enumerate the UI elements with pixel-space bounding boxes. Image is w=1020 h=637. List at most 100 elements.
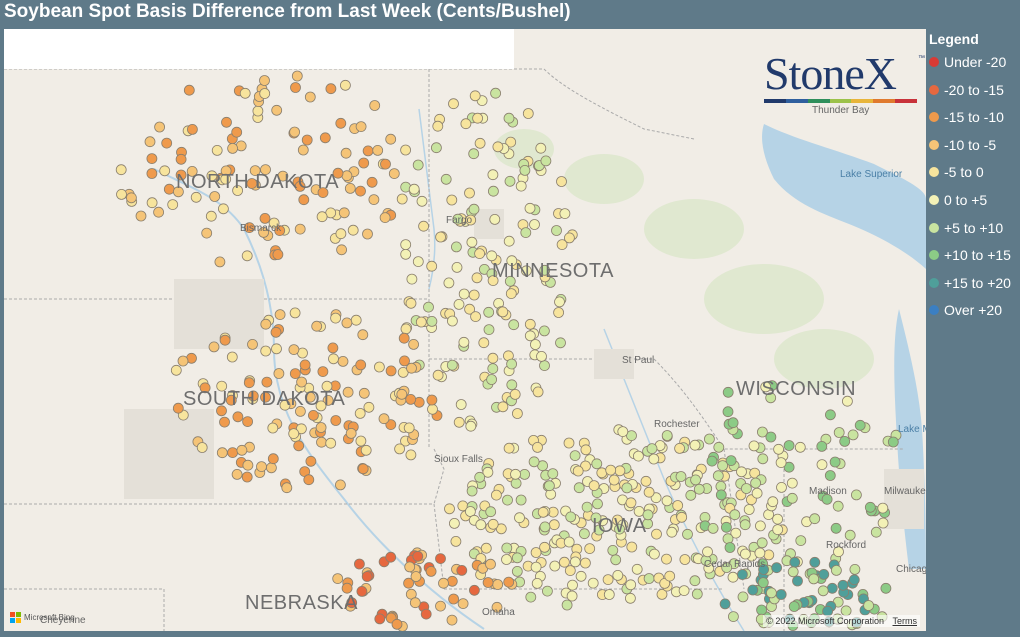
basis-point[interactable]	[206, 170, 218, 182]
basis-point[interactable]	[372, 145, 384, 156]
basis-point[interactable]	[690, 474, 701, 486]
basis-point[interactable]	[607, 545, 619, 556]
basis-point[interactable]	[788, 601, 800, 612]
basis-point[interactable]	[448, 517, 460, 529]
basis-point[interactable]	[126, 192, 137, 204]
basis-point[interactable]	[219, 334, 231, 346]
basis-point[interactable]	[524, 202, 536, 214]
basis-point[interactable]	[755, 520, 766, 532]
basis-point[interactable]	[487, 518, 499, 530]
basis-point[interactable]	[478, 337, 490, 349]
basis-point[interactable]	[614, 523, 625, 535]
basis-point[interactable]	[153, 206, 165, 218]
basis-point[interactable]	[757, 577, 769, 588]
basis-point[interactable]	[847, 429, 859, 441]
basis-point[interactable]	[216, 380, 228, 392]
basis-point[interactable]	[643, 573, 655, 584]
basis-point[interactable]	[408, 338, 420, 350]
basis-point[interactable]	[231, 468, 243, 480]
basis-point[interactable]	[602, 574, 614, 585]
basis-point[interactable]	[405, 449, 417, 461]
basis-point[interactable]	[289, 368, 301, 380]
basis-point[interactable]	[430, 142, 442, 154]
basis-point[interactable]	[294, 223, 306, 235]
basis-point[interactable]	[368, 194, 380, 206]
basis-point[interactable]	[379, 212, 391, 224]
basis-point[interactable]	[341, 170, 353, 182]
basis-point[interactable]	[556, 239, 568, 251]
basis-point[interactable]	[289, 126, 301, 138]
basis-point[interactable]	[617, 426, 629, 438]
basis-point[interactable]	[581, 501, 593, 513]
basis-point[interactable]	[271, 343, 282, 355]
basis-point[interactable]	[551, 225, 562, 236]
basis-point[interactable]	[789, 556, 801, 568]
basis-point[interactable]	[391, 618, 403, 630]
basis-point[interactable]	[175, 153, 187, 165]
basis-point[interactable]	[241, 250, 253, 262]
basis-point[interactable]	[325, 83, 337, 95]
basis-point[interactable]	[661, 495, 673, 507]
basis-point[interactable]	[220, 173, 232, 185]
basis-point[interactable]	[689, 439, 701, 451]
basis-point[interactable]	[826, 582, 838, 594]
basis-point[interactable]	[396, 388, 408, 400]
basis-point[interactable]	[729, 509, 741, 521]
basis-point[interactable]	[475, 519, 487, 531]
basis-point[interactable]	[564, 232, 575, 244]
basis-point[interactable]	[342, 386, 354, 398]
basis-point[interactable]	[727, 417, 739, 429]
basis-point[interactable]	[503, 112, 515, 124]
basis-point[interactable]	[277, 170, 289, 182]
basis-point[interactable]	[247, 338, 258, 350]
basis-point[interactable]	[274, 309, 286, 321]
basis-point[interactable]	[506, 358, 518, 370]
basis-point[interactable]	[260, 345, 272, 357]
basis-point[interactable]	[596, 467, 608, 479]
basis-point[interactable]	[766, 587, 777, 599]
basis-point[interactable]	[487, 363, 499, 375]
basis-point[interactable]	[299, 359, 311, 371]
basis-point[interactable]	[405, 393, 417, 405]
basis-point[interactable]	[243, 222, 255, 234]
basis-point[interactable]	[756, 537, 768, 549]
basis-point[interactable]	[330, 415, 342, 426]
basis-point[interactable]	[661, 553, 672, 565]
basis-point[interactable]	[482, 466, 494, 478]
basis-point[interactable]	[231, 126, 243, 138]
basis-point[interactable]	[854, 419, 866, 431]
basis-point[interactable]	[241, 471, 253, 483]
basis-point[interactable]	[851, 489, 862, 501]
basis-point[interactable]	[757, 453, 769, 465]
basis-point[interactable]	[505, 136, 517, 148]
basis-point[interactable]	[406, 273, 418, 285]
basis-point[interactable]	[355, 359, 367, 371]
basis-point[interactable]	[267, 453, 279, 465]
basis-point[interactable]	[144, 136, 156, 148]
basis-point[interactable]	[227, 447, 239, 459]
basis-point[interactable]	[358, 157, 370, 169]
basis-point[interactable]	[775, 589, 787, 600]
basis-point[interactable]	[403, 577, 415, 589]
basis-point[interactable]	[649, 548, 660, 560]
basis-point[interactable]	[721, 562, 733, 573]
basis-point[interactable]	[281, 482, 293, 494]
basis-point[interactable]	[216, 447, 228, 459]
basis-point[interactable]	[757, 426, 768, 438]
basis-point[interactable]	[154, 121, 166, 133]
basis-point[interactable]	[722, 406, 734, 418]
basis-point[interactable]	[398, 332, 410, 344]
basis-point[interactable]	[608, 474, 620, 486]
basis-point[interactable]	[525, 591, 537, 603]
basis-point[interactable]	[337, 355, 349, 367]
basis-point[interactable]	[267, 422, 279, 434]
basis-point[interactable]	[446, 614, 458, 626]
basis-point[interactable]	[356, 586, 368, 597]
basis-point[interactable]	[737, 569, 748, 580]
basis-point[interactable]	[713, 441, 725, 453]
basis-point[interactable]	[580, 460, 591, 472]
basis-point[interactable]	[816, 440, 828, 452]
basis-point[interactable]	[435, 553, 446, 564]
basis-point[interactable]	[640, 475, 652, 487]
basis-point[interactable]	[115, 164, 127, 176]
